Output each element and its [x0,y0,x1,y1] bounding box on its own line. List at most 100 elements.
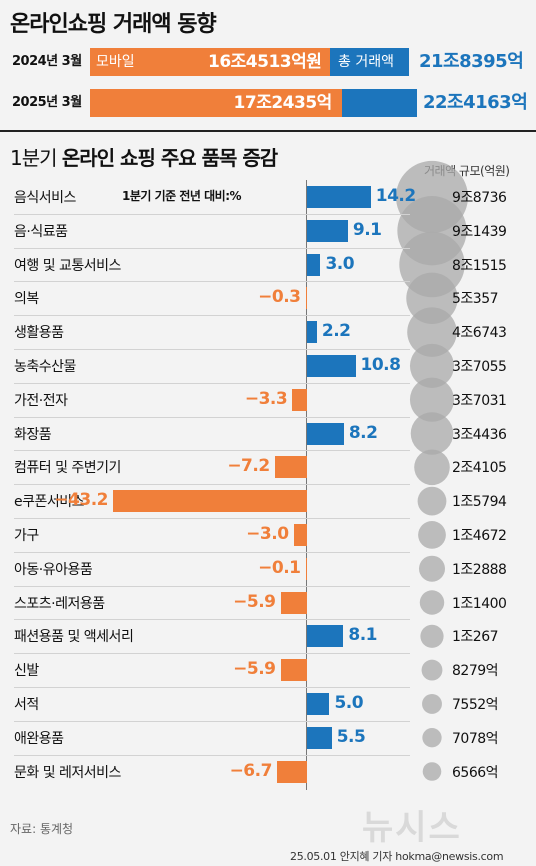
row-separator [14,450,410,452]
mobile-bar [90,48,330,76]
row-separator [14,484,410,486]
row-separator [14,653,410,655]
change-bar [305,557,307,580]
category-label: 화장품 [14,426,52,443]
value-label: −0.1 [258,557,301,578]
newsis-watermark-logo: 뉴시스 [362,808,462,848]
change-bar [305,287,307,310]
row-separator [14,619,410,621]
value-label: −3.0 [246,523,289,544]
size-bubble [409,343,455,388]
row-separator [14,382,410,384]
change-bar [307,692,330,715]
category-label: 가전·전자 [14,392,68,409]
category-label: 컴퓨터 및 주변기기 [14,460,121,477]
section-title-main: 온라인 쇼핑 주요 품목 증감 [61,146,278,170]
category-label: e쿠폰서비스 [14,494,85,511]
row-separator [14,281,410,283]
size-label: 4조6743 [452,325,507,342]
size-bubble [406,272,458,325]
value-label: 10.8 [360,354,401,375]
change-bar [307,185,371,208]
change-bar [307,726,332,749]
row-separator [14,416,410,418]
size-bubble [419,590,445,615]
size-label: 8조1515 [452,257,507,274]
size-label: 7552억 [452,696,499,713]
size-label: 1조2888 [452,561,507,578]
size-bubble [418,521,446,549]
change-bar [292,388,307,411]
row-separator [14,518,410,519]
row-separator [14,754,410,756]
change-bar [307,321,317,344]
section-divider [0,130,536,132]
value-label: −43.2 [54,490,108,511]
size-label: 3조7031 [452,392,507,409]
size-label: 5조357 [452,291,499,308]
row-separator [14,585,410,587]
value-label: −0.3 [258,287,301,308]
value-label: −3.3 [244,388,288,409]
change-bar [293,523,307,546]
size-label: 3조4436 [452,426,507,443]
size-label: 1조267 [452,629,499,646]
value-label: −5.9 [233,591,276,612]
size-label: 2조4105 [452,460,507,477]
category-label: 스포츠·레저용품 [14,595,105,612]
value-label: 2.2 [321,321,351,342]
change-bar [276,760,307,783]
size-label: 1조1400 [452,595,507,612]
row-separator [14,247,410,249]
category-label: 신발 [14,663,39,680]
size-bubble [414,449,450,486]
change-bar [274,456,307,479]
category-label: 애완용품 [14,730,64,747]
size-bubble [410,412,454,455]
size-label: 9조8736 [452,189,507,206]
change-bar [307,219,348,242]
category-label: 음·식료품 [14,223,68,240]
total-label: 총 거래액 [337,54,394,70]
category-label: 아동·유아용품 [14,561,93,578]
chart-note: 1분기 기준 전년 대비:% [122,189,242,203]
size-label: 9조1439 [452,223,507,240]
size-label: 8279억 [452,663,499,680]
total-value: 22조4163억 [423,92,528,113]
size-bubble [420,624,444,648]
change-bar [307,422,344,445]
category-label: 패션용품 및 액세서리 [14,629,134,646]
change-bar [307,354,356,377]
section-title-prefix: 1분기 [10,146,62,170]
change-bar [307,625,344,648]
mobile-value: 16조4513억원 [207,52,322,72]
category-label: 의복 [14,291,39,308]
category-label: 생활용품 [14,325,64,342]
size-label: 7078억 [452,730,499,747]
row-separator [14,720,410,722]
category-label: 가구 [14,527,39,544]
row-separator [14,315,410,317]
byline-credit: 25.05.01 안지혜 기자 hokma@newsis.com [290,850,504,863]
row-separator [14,349,410,350]
size-bubble [422,762,442,781]
value-label: 9.1 [352,219,382,240]
size-bubble [407,307,457,357]
row-separator [14,213,410,215]
value-label: 14.2 [375,185,416,206]
size-bubble [422,693,442,714]
size-label: 1조5794 [452,494,507,511]
size-bubble [422,728,442,748]
size-bubble [421,659,443,681]
change-bar [280,659,307,682]
mobile-label: 모바일 [96,54,135,70]
size-label: 6566억 [452,764,499,781]
row-separator [14,551,410,553]
row-separator [14,687,410,688]
value-label: 8.1 [348,625,377,646]
value-label: −7.2 [227,456,270,477]
chart-title: 온라인쇼핑 거래액 동향 [10,12,217,37]
summary-year: 2024년 3월 [12,54,82,69]
size-bubble [409,377,455,422]
size-bubble [417,486,447,516]
